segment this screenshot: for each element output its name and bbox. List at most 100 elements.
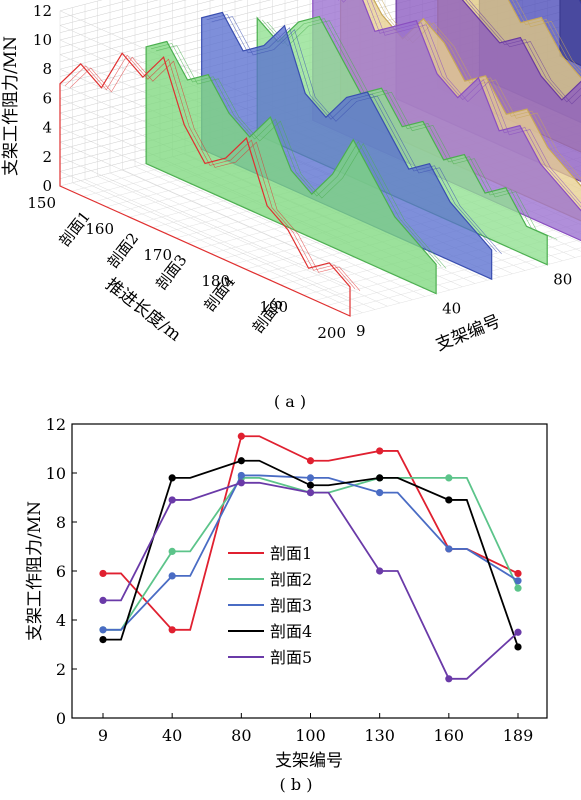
data-point <box>376 474 384 482</box>
ribbon-trace <box>69 56 361 291</box>
panel-a-xlabel: 支架编号 <box>433 311 504 355</box>
grid-line <box>291 214 581 291</box>
data-point <box>445 474 453 482</box>
panel-b-xlabel: 支架编号 <box>275 751 343 771</box>
data-point <box>99 636 107 644</box>
panel-a-ribbons <box>59 0 581 317</box>
panel-b-label: ( b ) <box>280 775 313 794</box>
panel-b-series <box>99 432 522 683</box>
grid-line <box>59 0 271 55</box>
depth-tick-label: 150 <box>27 194 56 212</box>
grid-line <box>59 0 215 41</box>
data-point <box>168 626 176 634</box>
ribbon-area <box>59 52 351 317</box>
y-tick-label: 0 <box>56 709 66 728</box>
grid-line <box>338 247 581 312</box>
grid-line <box>59 127 351 258</box>
y-tick-label: 6 <box>56 562 66 581</box>
depth-tick-label: 200 <box>317 324 346 342</box>
panel-a-label: ( a ) <box>274 392 306 411</box>
data-point <box>237 432 245 440</box>
y-tick-label: 8 <box>56 513 66 532</box>
grid-line <box>72 182 363 313</box>
grid-line <box>84 179 376 310</box>
data-point <box>168 474 176 482</box>
data-point <box>445 496 453 504</box>
ribbon-area <box>145 40 437 295</box>
panel-a-axes: 024681012150160170180190200剖面1剖面2剖面3剖面4剖… <box>27 2 572 342</box>
grid-line <box>59 0 159 26</box>
ribbon-trace <box>465 0 581 103</box>
data-point <box>445 545 453 553</box>
ribbon-trace <box>377 0 581 183</box>
series-5 <box>99 479 522 683</box>
legend-label: 剖面4 <box>270 622 312 641</box>
grid-line <box>59 156 351 288</box>
data-point <box>306 474 315 482</box>
ribbon-trace <box>337 0 581 208</box>
data-point <box>99 626 107 634</box>
ribbon-support-60 <box>201 11 502 281</box>
x-tick-label: 160 <box>434 726 465 745</box>
data-point <box>514 569 522 578</box>
z-tick-label: 6 <box>42 89 52 107</box>
ribbon-trace <box>266 20 558 240</box>
data-point <box>237 457 245 465</box>
y-tick-label: 4 <box>56 611 66 630</box>
series-3 <box>99 471 522 634</box>
data-point <box>237 471 245 480</box>
data-point <box>376 567 384 575</box>
ribbon-trace <box>468 0 581 105</box>
ribbon-area <box>312 0 581 242</box>
legend-label: 剖面2 <box>270 570 312 589</box>
x-tick-label: 9 <box>356 322 366 340</box>
depth-tick-label: 180 <box>201 272 230 290</box>
x-tick-label: 40 <box>162 726 182 745</box>
data-point <box>514 584 522 592</box>
data-point <box>376 489 384 497</box>
data-point <box>99 596 107 605</box>
z-tick-label: 12 <box>33 2 52 20</box>
z-tick-label: 0 <box>42 177 52 195</box>
ribbon-trace <box>156 45 447 269</box>
panel-b-legend: 剖面1 剖面2 剖面3 剖面4 剖面5 <box>228 544 312 667</box>
grid-line <box>280 206 581 286</box>
panel-a-zlabel: 支架工作阻力/MN <box>1 36 21 176</box>
grid-line <box>326 239 581 306</box>
ribbon-trace <box>151 43 442 267</box>
grid-line <box>122 169 413 300</box>
y-tick-label: 2 <box>56 660 66 679</box>
data-point <box>168 572 176 580</box>
ribbon-support-9 <box>59 52 361 317</box>
grid-line <box>59 141 351 273</box>
legend-label: 剖面5 <box>270 648 312 667</box>
data-point <box>168 547 176 556</box>
grid-line <box>349 255 581 317</box>
z-tick-label: 8 <box>42 60 52 78</box>
data-point <box>514 628 522 636</box>
grid-line <box>59 171 351 302</box>
depth-tick-label: 170 <box>143 246 172 264</box>
ribbon-area <box>201 11 493 281</box>
data-point <box>376 447 384 455</box>
panel-b-ticks: 0 2 4 6 8 10 12 9 40 80 100 130 160 189 <box>46 415 534 745</box>
ribbon-trace <box>261 18 553 238</box>
legend-label: 剖面1 <box>270 544 312 563</box>
x-tick-label: 40 <box>442 300 461 318</box>
ribbon-area <box>256 15 548 266</box>
ribbon-support-100 <box>312 0 581 242</box>
series-4 <box>99 457 522 651</box>
data-point <box>306 457 315 465</box>
data-point <box>445 675 453 683</box>
data-point <box>514 643 522 651</box>
ribbon-support-80 <box>256 15 558 266</box>
ribbon-trace <box>211 16 502 255</box>
ribbon-support-40 <box>145 40 447 295</box>
x-tick-label: 9 <box>98 726 108 745</box>
x-tick-label: 130 <box>364 726 395 745</box>
data-point <box>514 577 522 585</box>
depth-tick-label: 190 <box>259 298 288 316</box>
x-tick-label: 80 <box>231 726 251 745</box>
data-point <box>306 481 315 489</box>
